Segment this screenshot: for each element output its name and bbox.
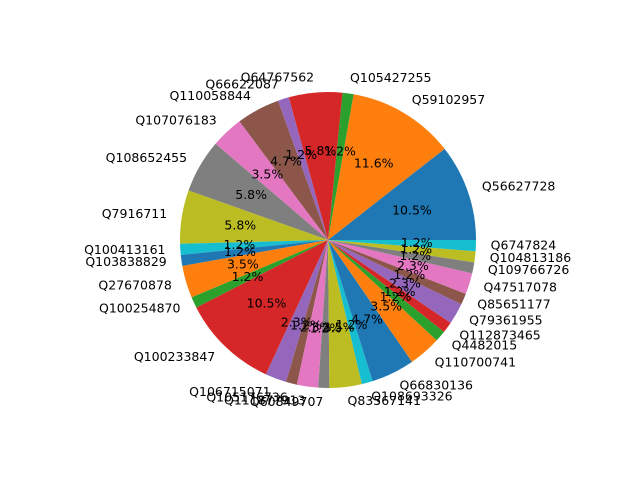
pie-slice bbox=[191, 240, 328, 308]
slice-label: Q108693326 bbox=[371, 388, 452, 403]
pie-slice bbox=[328, 92, 354, 240]
pie-slice bbox=[188, 143, 328, 240]
slice-percent-label: 1.2% bbox=[290, 318, 322, 333]
slice-label: Q56627728 bbox=[482, 178, 556, 193]
slice-label: Q100254870 bbox=[99, 300, 180, 315]
slice-label: Q108652455 bbox=[106, 150, 187, 165]
pie-slice bbox=[328, 240, 476, 252]
pie-slice bbox=[288, 91, 343, 240]
slice-label: Q105176736 bbox=[206, 389, 287, 404]
slice-label: Q6747824 bbox=[491, 238, 557, 253]
slice-percent-label: 1.2% bbox=[384, 284, 416, 299]
pie-slice bbox=[328, 240, 413, 382]
slice-percent-label: 2.3% bbox=[397, 258, 429, 273]
slice-label: Q112873465 bbox=[459, 328, 540, 343]
slice-percent-label: 2.3% bbox=[300, 319, 332, 334]
slice-label: Q79361955 bbox=[469, 313, 542, 328]
slice-label: Q109766726 bbox=[488, 262, 569, 277]
pie-slice bbox=[328, 240, 473, 294]
slice-label: Q66622087 bbox=[205, 76, 278, 91]
pie-slice bbox=[328, 240, 475, 274]
pie-slice bbox=[328, 240, 373, 385]
slice-label: Q103838829 bbox=[85, 254, 166, 269]
slice-percent-label: 1.2% bbox=[394, 267, 426, 282]
slice-label: Q100413161 bbox=[84, 242, 165, 257]
pie-slice bbox=[265, 240, 328, 382]
slice-percent-label: 2.3% bbox=[281, 315, 313, 330]
slice-percent-label: 4.7% bbox=[270, 153, 302, 168]
slice-label: Q27670878 bbox=[98, 278, 172, 293]
slice-percent-label: 11.6% bbox=[354, 155, 394, 170]
slice-label: Q66830136 bbox=[400, 378, 474, 393]
slice-percent-label: 1.2% bbox=[324, 144, 356, 159]
slice-label: Q83567141 bbox=[348, 393, 421, 408]
pie-slice bbox=[180, 240, 328, 267]
slice-label: Q110700741 bbox=[435, 355, 516, 370]
slice-label: Q60849707 bbox=[250, 394, 323, 409]
pie-slice bbox=[318, 240, 330, 389]
pie-slice bbox=[328, 148, 476, 240]
slice-percent-label: 3.5% bbox=[251, 167, 283, 182]
pie-slice bbox=[182, 240, 328, 298]
slice-percent-label: 3.5% bbox=[370, 299, 402, 314]
slice-percent-label: 1.2% bbox=[285, 147, 317, 162]
slice-percent-label: 5.8% bbox=[305, 143, 337, 158]
slice-percent-label: 10.5% bbox=[392, 203, 432, 218]
pie-slice bbox=[196, 240, 328, 375]
slice-label: Q100233847 bbox=[134, 349, 215, 364]
pie-slices bbox=[180, 91, 476, 389]
slice-percent-label: 1.2% bbox=[224, 244, 256, 259]
slice-percent-label: 1.2% bbox=[380, 289, 412, 304]
pie-slice bbox=[328, 240, 466, 305]
slice-percent-label: 3.5% bbox=[227, 257, 259, 272]
pie-labels: Q56627728 10.5% Q59102957 11.6% Q105427255 1.… bbox=[84, 69, 571, 409]
slice-label: Q47517078 bbox=[484, 280, 558, 295]
slice-percent-label: 1.2% bbox=[400, 242, 432, 257]
slice-percent-label: 1.2% bbox=[232, 269, 264, 284]
pie-slice bbox=[286, 240, 328, 385]
pie-slice bbox=[328, 240, 437, 362]
slice-percent-label: 1.2% bbox=[310, 320, 342, 335]
slice-label: Q7916711 bbox=[102, 206, 168, 221]
slice-label: Q106715071 bbox=[189, 384, 270, 399]
slice-label: Q104813186 bbox=[490, 250, 571, 265]
slice-percent-label: 10.5% bbox=[247, 296, 287, 311]
slice-percent-label: 3.5% bbox=[323, 320, 355, 335]
pie-slice bbox=[328, 240, 362, 388]
pie-slice bbox=[180, 240, 328, 255]
slice-percent-label: 5.8% bbox=[235, 187, 267, 202]
pie-slice bbox=[278, 97, 328, 240]
pie-slice bbox=[328, 240, 462, 323]
pie-slice bbox=[328, 240, 445, 341]
pie-slice bbox=[328, 94, 445, 240]
slice-label: Q111877913 bbox=[224, 393, 305, 408]
slice-label: Q105427255 bbox=[350, 70, 431, 85]
slice-percent-label: 2.3% bbox=[389, 276, 421, 291]
pie-slice bbox=[328, 240, 476, 263]
slice-label: Q4482015 bbox=[452, 337, 518, 352]
pie-slice bbox=[328, 240, 451, 332]
slice-percent-label: 5.8% bbox=[224, 218, 256, 233]
slice-label: Q107076183 bbox=[135, 113, 216, 128]
pie-slice bbox=[180, 190, 328, 244]
pie-slice bbox=[215, 121, 328, 240]
pie-slice bbox=[296, 240, 328, 388]
slice-percent-label: 4.7% bbox=[351, 311, 383, 326]
pie-slice bbox=[239, 100, 328, 240]
slice-label: Q110058844 bbox=[170, 88, 251, 103]
slice-percent-label: 1.2% bbox=[336, 317, 368, 332]
slice-label: Q59102957 bbox=[412, 92, 485, 107]
slice-label: Q64767562 bbox=[241, 69, 314, 84]
slice-percent-label: 1.2% bbox=[399, 248, 431, 263]
slice-percent-label: 1.2% bbox=[223, 237, 255, 252]
slice-label: Q85651177 bbox=[477, 297, 550, 312]
slice-percent-label: 1.2% bbox=[401, 235, 433, 250]
